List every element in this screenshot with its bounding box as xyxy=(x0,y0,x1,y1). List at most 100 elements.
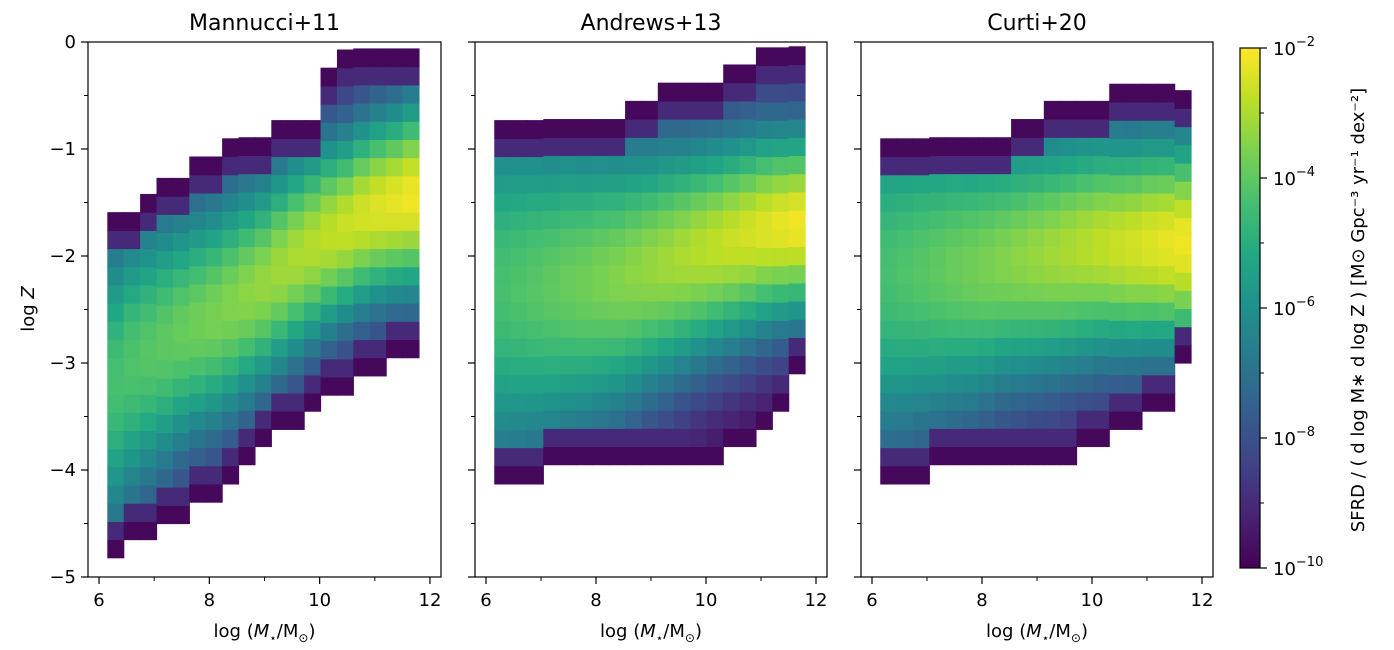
heatmap-cell xyxy=(1043,337,1061,357)
heatmap-cell xyxy=(1011,209,1029,229)
heatmap-cell xyxy=(559,209,577,229)
heatmap-cell xyxy=(320,304,338,323)
heatmap-cell xyxy=(755,174,773,194)
heatmap-cell xyxy=(1043,373,1061,393)
heatmap-cell xyxy=(641,319,659,338)
heatmap-cell xyxy=(1092,428,1110,448)
heatmap-cell xyxy=(271,374,289,394)
heatmap-cell xyxy=(625,264,643,284)
heatmap-cell xyxy=(1060,300,1078,320)
heatmap-cell xyxy=(1109,229,1127,249)
heatmap-cell xyxy=(254,355,272,375)
heatmap-cell xyxy=(1011,173,1029,193)
heatmap-cell xyxy=(1076,119,1094,138)
heatmap-cell xyxy=(674,300,692,320)
heatmap-cell xyxy=(402,339,420,359)
heatmap-cell xyxy=(755,338,773,358)
heatmap-cell xyxy=(1076,337,1094,357)
heatmap-cell xyxy=(1092,319,1110,338)
heatmap-cell xyxy=(625,373,643,393)
heatmap-cell xyxy=(880,156,898,176)
heatmap-cell xyxy=(222,229,240,249)
heatmap-cell xyxy=(674,191,692,211)
heatmap-cell xyxy=(369,139,387,159)
heatmap-cell xyxy=(559,137,577,157)
heatmap-cell xyxy=(156,196,174,215)
heatmap-cell xyxy=(690,319,708,338)
heatmap-cell xyxy=(369,284,387,304)
heatmap-cell xyxy=(896,356,914,376)
heatmap-cell xyxy=(123,321,141,341)
heatmap-cell xyxy=(353,102,371,122)
heatmap-cell xyxy=(526,211,544,230)
heatmap-cell xyxy=(788,282,806,302)
heatmap-cell xyxy=(304,392,322,412)
heatmap-cell xyxy=(386,48,404,68)
heatmap-cell xyxy=(1158,211,1176,230)
heatmap-cell xyxy=(1158,338,1176,358)
panel-title: Andrews+13 xyxy=(581,11,722,36)
heatmap-cell xyxy=(592,246,610,266)
heatmap-cell xyxy=(772,283,790,303)
heatmap-cell xyxy=(526,138,544,158)
heatmap-cell xyxy=(706,191,724,211)
heatmap-cell xyxy=(962,209,979,229)
heatmap-cell xyxy=(657,119,675,138)
heatmap-cell xyxy=(287,211,305,230)
heatmap-cell xyxy=(788,100,806,120)
heatmap-cell xyxy=(962,337,979,357)
heatmap-cell xyxy=(641,391,659,411)
heatmap-cell xyxy=(657,391,675,411)
heatmap-cell xyxy=(559,355,577,375)
heatmap-cell xyxy=(1092,355,1110,375)
heatmap-cell xyxy=(254,428,272,448)
heatmap-cell xyxy=(189,211,207,230)
heatmap-cell xyxy=(1011,410,1029,429)
heatmap-cell xyxy=(287,174,305,194)
heatmap-cell xyxy=(123,357,141,377)
heatmap-cell xyxy=(1043,137,1061,157)
heatmap-cell xyxy=(1092,264,1110,284)
heatmap-cell xyxy=(1027,428,1045,448)
heatmap-cell xyxy=(494,174,512,194)
heatmap-cell xyxy=(304,247,322,267)
heatmap-cell xyxy=(1027,319,1045,338)
heatmap-cell xyxy=(608,264,626,284)
x-axis-label: log (M⋆/M⊙) xyxy=(986,621,1088,645)
heatmap-cell xyxy=(369,357,387,377)
heatmap-cell xyxy=(205,192,223,212)
heatmap-cell xyxy=(1174,90,1192,109)
x-tick-label: 12 xyxy=(419,590,442,611)
heatmap-cell xyxy=(386,121,404,140)
x-tick-label: 10 xyxy=(308,590,331,611)
heatmap-cell xyxy=(189,447,207,467)
heatmap-cell xyxy=(1043,155,1061,175)
heatmap-cell xyxy=(353,121,371,140)
heatmap-cell xyxy=(1141,192,1159,212)
x-axis-ticks: 6 8 10 12 xyxy=(93,577,441,611)
heatmap-cell xyxy=(559,119,577,138)
heatmap-cell xyxy=(945,246,963,266)
heatmap-cell xyxy=(205,483,223,503)
heatmap-cell xyxy=(912,156,930,176)
heatmap-cell xyxy=(238,155,256,175)
heatmap-cell xyxy=(739,410,757,429)
heatmap-cell xyxy=(641,282,659,302)
heatmap-cell xyxy=(254,155,272,175)
x-axis-ticks: 6 8 10 12 xyxy=(480,577,827,611)
heatmap-cell xyxy=(739,100,757,120)
heatmap-cell xyxy=(880,338,898,358)
heatmap-cell xyxy=(641,337,659,357)
heatmap-cell xyxy=(205,283,223,303)
heatmap-cell xyxy=(788,46,806,66)
heatmap-cell xyxy=(320,267,338,287)
heatmap-cell xyxy=(690,155,708,175)
heatmap-cell xyxy=(690,228,708,247)
heatmap-cell xyxy=(945,209,963,229)
heatmap-cell xyxy=(880,174,898,194)
y-axis-ticks xyxy=(854,41,861,578)
heatmap-cell xyxy=(723,428,741,448)
heatmap-cell xyxy=(172,177,190,197)
heatmap-cell xyxy=(592,137,610,157)
heatmap-cell xyxy=(772,192,790,212)
